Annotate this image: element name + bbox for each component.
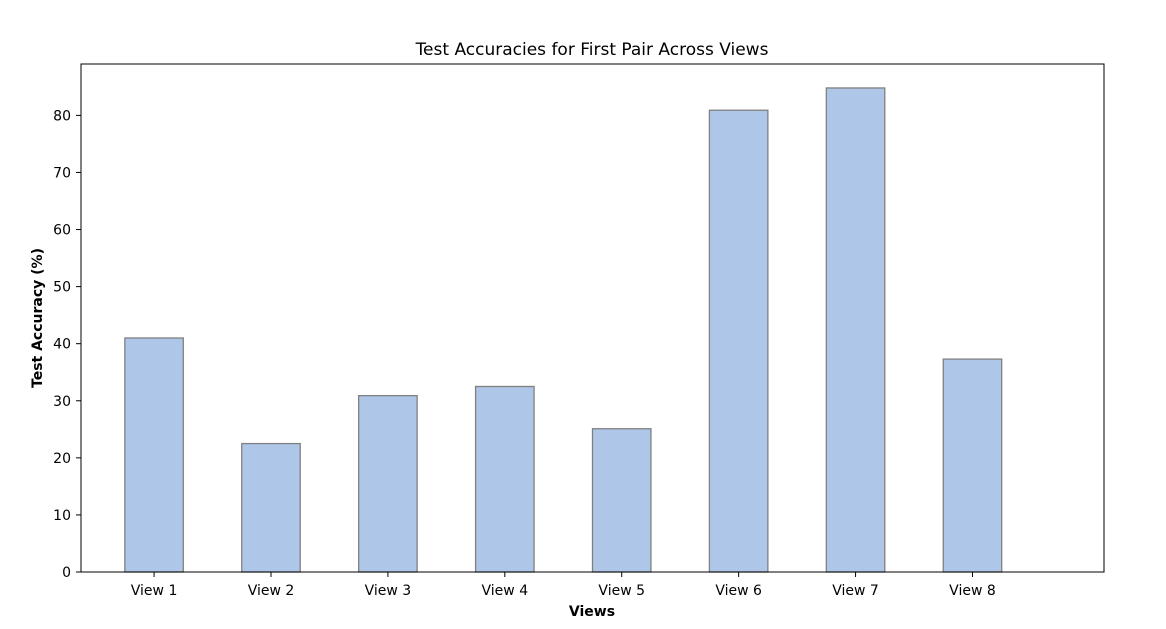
- y-axis: 0 10 20 30 40 50 60 70 80: [53, 108, 81, 581]
- x-tick-label: View 7: [832, 583, 879, 599]
- x-tick-label: View 8: [949, 583, 996, 599]
- y-tick-label: 50: [53, 280, 71, 296]
- bars-group: [124, 87, 1003, 573]
- x-axis-label: Views: [569, 604, 615, 620]
- y-axis-label: Test Accuracy (%): [30, 248, 46, 388]
- y-tick-label: 0: [62, 565, 71, 581]
- bar-view-1: [124, 337, 184, 573]
- y-tick-label: 70: [53, 165, 71, 181]
- x-tick-label: View 4: [482, 583, 529, 599]
- y-tick-label: 20: [53, 451, 71, 467]
- x-tick-label: View 2: [248, 583, 295, 599]
- y-tick-label: 10: [53, 508, 71, 524]
- bar-view-2: [241, 442, 301, 573]
- chart-title: Test Accuracies for First Pair Across Vi…: [415, 40, 769, 60]
- x-tick-label: View 1: [131, 583, 178, 599]
- bar-view-3: [358, 394, 418, 573]
- y-tick-label: 40: [53, 337, 71, 353]
- bar-view-5: [591, 428, 652, 573]
- bar-view-7: [825, 87, 886, 573]
- x-tick-label: View 3: [365, 583, 412, 599]
- x-tick-label: View 6: [715, 583, 762, 599]
- x-axis: View 1 View 2 View 3 View 4 View 5 View 6 View…: [131, 572, 996, 599]
- bar-view-4: [474, 385, 535, 573]
- plot-area-frame: [80, 63, 1105, 573]
- y-tick-label: 30: [53, 394, 71, 410]
- x-tick-label: View 5: [598, 583, 645, 599]
- bar-view-8: [942, 358, 1003, 573]
- y-tick-label: 80: [53, 108, 71, 124]
- bar-view-6: [708, 109, 769, 573]
- y-tick-label: 60: [53, 223, 71, 239]
